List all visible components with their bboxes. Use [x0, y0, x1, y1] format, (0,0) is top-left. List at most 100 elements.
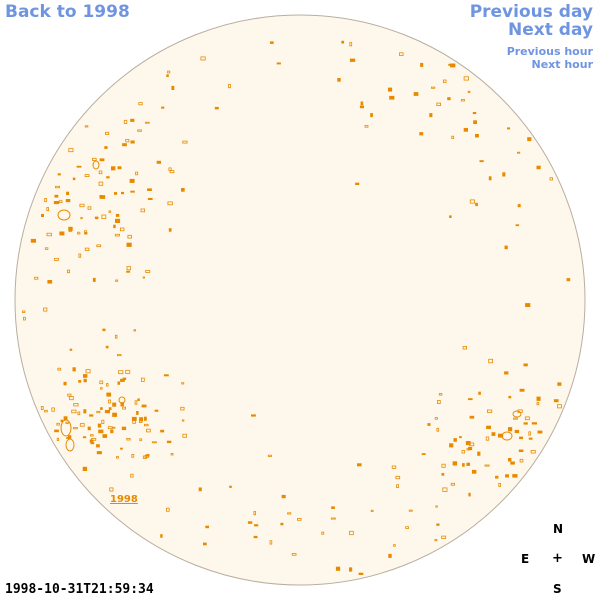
contour-mark [468, 492, 471, 497]
contour-mark [147, 197, 153, 201]
contour-mark [449, 215, 452, 219]
contour-mark [143, 416, 147, 421]
solar-disk [14, 14, 586, 586]
contour-mark [41, 213, 45, 217]
contour-mark [54, 194, 59, 198]
contour-mark [44, 247, 49, 250]
contour-mark [56, 422, 60, 426]
contour-mark [146, 428, 151, 433]
contour-mark [137, 398, 140, 401]
contour-mark [114, 233, 120, 237]
compass-center: + [552, 551, 563, 566]
contour-mark [132, 420, 136, 424]
contour-ellipse [512, 410, 522, 418]
contour-mark [80, 217, 83, 220]
contour-mark [160, 429, 165, 433]
contour-mark [475, 202, 478, 207]
contour-mark [442, 79, 447, 83]
contour-mark [112, 402, 117, 407]
contour-mark [479, 160, 484, 163]
contour-mark [453, 438, 457, 442]
contour-mark [129, 178, 135, 183]
contour-mark [387, 87, 393, 92]
contour-mark [180, 187, 185, 192]
contour-mark [472, 112, 477, 115]
contour-mark [450, 482, 456, 486]
contour-mark [83, 230, 87, 235]
contour-mark [549, 177, 553, 181]
year-label[interactable]: 1998 [110, 494, 138, 505]
contour-mark [102, 328, 106, 332]
contour-mark [169, 170, 175, 174]
contour-mark [477, 451, 481, 456]
contour-mark [505, 474, 509, 478]
contour-mark [519, 436, 523, 440]
contour-mark [462, 345, 468, 350]
contour-mark [97, 423, 102, 428]
contour-mark [434, 539, 438, 542]
contour-ellipse [57, 209, 71, 221]
contour-mark [389, 95, 395, 100]
next-hour-link[interactable]: Next hour [531, 58, 594, 71]
contour-mark [57, 173, 61, 176]
contour-mark [140, 377, 145, 382]
contour-mark [77, 411, 81, 416]
contour-mark [473, 120, 478, 124]
next-day-link[interactable]: Next day [508, 20, 593, 40]
contour-mark [145, 270, 151, 273]
contour-mark [106, 392, 112, 397]
contour-mark [488, 176, 492, 181]
contour-mark [486, 409, 493, 413]
back-to-year-link[interactable]: Back to 1998 [5, 2, 130, 22]
contour-mark [491, 432, 496, 436]
contour-mark [78, 379, 82, 383]
contour-mark [254, 524, 259, 527]
contour-mark [84, 247, 90, 252]
contour-mark [68, 148, 74, 153]
contour-mark [469, 199, 475, 204]
contour-mark [90, 442, 95, 445]
contour-mark [121, 426, 127, 431]
contour-mark [349, 42, 353, 47]
contour-mark [180, 406, 185, 411]
contour-mark [122, 377, 127, 381]
contour-mark [141, 404, 147, 408]
contour-mark [467, 398, 473, 401]
contour-mark [77, 231, 81, 235]
contour-mark [452, 461, 458, 466]
contour-mark [517, 204, 521, 208]
contour-mark [253, 535, 258, 539]
contour-mark [280, 522, 284, 526]
contour-mark [469, 415, 475, 419]
compass-north: N [553, 522, 564, 536]
previous-hour-link[interactable]: Previous hour [506, 45, 593, 58]
contour-mark [87, 426, 91, 431]
contour-mark [341, 40, 345, 44]
contour-mark [54, 257, 59, 261]
contour-mark [449, 443, 454, 448]
contour-mark [147, 188, 152, 192]
contour-mark [100, 195, 106, 199]
contour-mark [182, 433, 187, 438]
previous-day-link[interactable]: Previous day [469, 2, 593, 22]
contour-mark [138, 418, 143, 423]
contour-mark [436, 523, 440, 526]
contour-mark [46, 232, 52, 237]
contour-mark [523, 363, 528, 367]
contour-mark [486, 425, 491, 430]
contour-mark [113, 224, 116, 229]
contour-mark [122, 406, 126, 410]
contour-mark [145, 454, 150, 457]
contour-mark [123, 119, 128, 124]
contour-mark [182, 140, 188, 144]
contour-mark [142, 455, 147, 459]
contour-mark [502, 172, 506, 177]
contour-mark [163, 374, 169, 377]
contour-mark [435, 505, 438, 508]
compass-south: S [553, 582, 562, 596]
contour-mark [419, 132, 424, 136]
contour-mark [166, 440, 172, 444]
contour-markings [21, 40, 571, 575]
contour-mark [63, 381, 67, 386]
contour-mark [89, 439, 94, 443]
